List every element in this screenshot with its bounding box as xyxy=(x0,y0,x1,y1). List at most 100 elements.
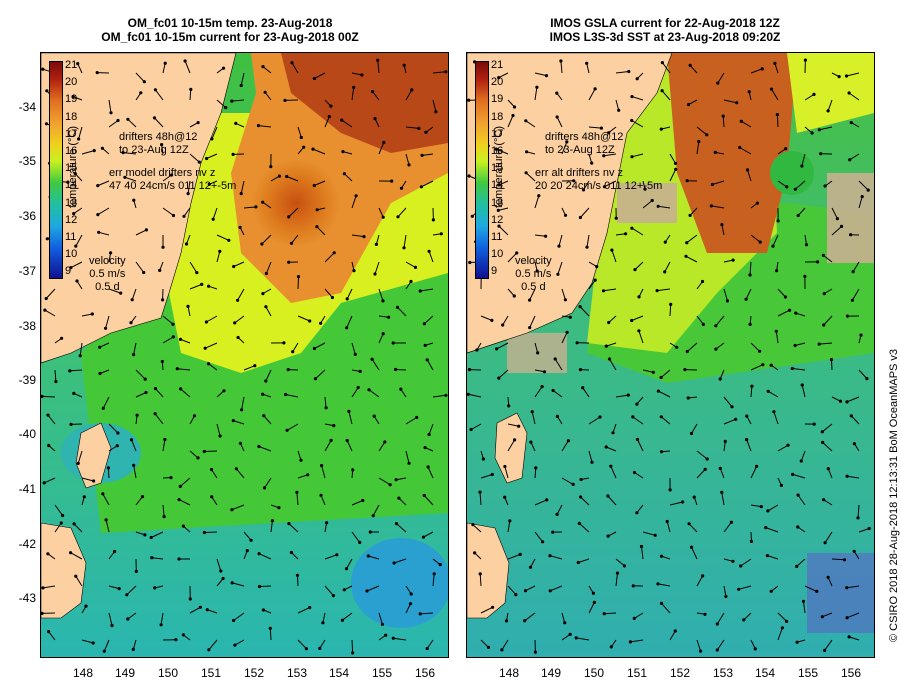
current-arrow xyxy=(237,288,245,301)
current-arrow xyxy=(135,369,146,380)
current-arrow-head xyxy=(635,77,639,81)
current-arrow xyxy=(696,469,706,479)
current-arrow-head xyxy=(758,240,762,244)
current-arrow xyxy=(81,639,94,644)
current-arrow xyxy=(405,261,416,268)
current-arrow-head xyxy=(96,213,100,217)
sst-warm-core xyxy=(281,53,448,153)
current-arrow-head xyxy=(577,521,581,525)
current-arrow xyxy=(777,444,789,452)
current-arrow-head xyxy=(72,391,76,395)
current-arrow-head xyxy=(387,315,391,319)
current-arrow xyxy=(346,558,353,569)
current-arrow-head xyxy=(381,332,385,336)
current-arrow xyxy=(204,531,218,533)
current-arrow-head xyxy=(701,574,705,578)
current-arrow xyxy=(496,148,509,155)
current-arrow xyxy=(661,90,671,101)
current-arrow-head xyxy=(650,198,654,203)
current-arrow xyxy=(432,99,437,112)
current-arrow xyxy=(642,531,656,536)
current-arrow-head xyxy=(98,371,102,376)
current-arrow-head xyxy=(630,226,634,230)
current-arrow xyxy=(179,477,191,487)
current-arrow-head xyxy=(115,444,119,448)
current-arrow xyxy=(405,450,410,464)
current-arrow xyxy=(216,99,227,108)
current-arrow-head xyxy=(578,368,583,372)
current-arrow-head xyxy=(478,490,482,494)
current-arrow xyxy=(189,450,199,459)
current-arrow xyxy=(378,477,391,486)
current-arrow-head xyxy=(98,345,102,349)
current-arrow-head xyxy=(312,183,316,188)
current-arrow xyxy=(641,546,644,560)
current-arrow xyxy=(717,72,725,84)
current-arrow-head xyxy=(76,461,80,465)
current-arrow xyxy=(258,125,272,128)
current-arrow xyxy=(750,639,756,650)
current-arrow-head xyxy=(184,242,189,246)
current-arrow-head xyxy=(713,150,717,154)
current-arrow-head xyxy=(47,630,51,634)
current-arrow xyxy=(286,423,299,431)
current-arrow-head xyxy=(643,187,647,191)
current-arrow xyxy=(108,120,119,128)
current-arrow xyxy=(850,415,860,425)
current-arrow-head xyxy=(579,495,583,499)
current-arrow-head xyxy=(523,619,527,623)
current-arrow-head xyxy=(394,522,399,526)
current-arrow-head xyxy=(685,241,689,245)
current-arrow-head xyxy=(471,523,475,527)
current-arrow xyxy=(804,585,818,592)
current-arrow-head xyxy=(585,245,589,249)
current-arrow xyxy=(396,477,407,481)
current-arrow-head xyxy=(835,217,839,221)
velocity-time: 0.5 d xyxy=(521,281,546,293)
current-arrow-head xyxy=(100,146,104,150)
current-arrow-head xyxy=(544,74,549,78)
velocity-speed: 0.5 m/s xyxy=(89,268,126,280)
current-arrow-head xyxy=(399,387,403,391)
current-arrow xyxy=(631,227,644,236)
current-arrow-head xyxy=(374,242,378,246)
current-arrow-head xyxy=(230,508,234,512)
colorbar-tick-label: 9 xyxy=(65,265,72,278)
current-arrow xyxy=(588,416,601,425)
current-arrow xyxy=(696,450,708,460)
current-arrow xyxy=(187,180,191,194)
current-arrow xyxy=(393,558,407,564)
current-arrow-head xyxy=(815,589,819,594)
current-arrow-head xyxy=(91,641,95,645)
current-arrow-head xyxy=(43,308,47,312)
current-arrow-head xyxy=(544,234,548,238)
current-arrow-head xyxy=(729,520,733,524)
current-arrow-head xyxy=(819,152,823,156)
current-arrow xyxy=(857,504,860,518)
current-arrow xyxy=(183,207,191,217)
drifters-line1: drifters 48h@12 xyxy=(545,131,624,143)
current-arrow xyxy=(472,524,482,533)
current-arrow xyxy=(258,446,272,452)
current-arrow-head xyxy=(44,122,49,126)
current-arrow-head xyxy=(207,182,211,186)
current-arrow-head xyxy=(438,563,442,567)
current-arrow-head xyxy=(182,214,186,218)
current-arrow xyxy=(405,153,410,166)
current-arrow-head xyxy=(529,440,533,444)
current-arrow xyxy=(297,450,302,461)
current-arrow-head xyxy=(823,648,827,653)
current-arrow xyxy=(634,612,644,619)
current-arrow-head xyxy=(495,347,499,351)
cold-eddy xyxy=(770,151,814,195)
current-arrow xyxy=(346,440,353,452)
current-arrow-head xyxy=(865,377,869,381)
current-arrow-head xyxy=(566,439,570,443)
current-arrow-head xyxy=(812,422,816,426)
current-arrow-head xyxy=(45,237,49,241)
current-arrow xyxy=(498,369,509,379)
current-arrow-head xyxy=(234,121,238,125)
current-arrow xyxy=(366,585,380,592)
velocity-legend: velocity 0.5 m/s 0.5 d xyxy=(89,255,126,294)
current-arrow-head xyxy=(673,629,677,633)
